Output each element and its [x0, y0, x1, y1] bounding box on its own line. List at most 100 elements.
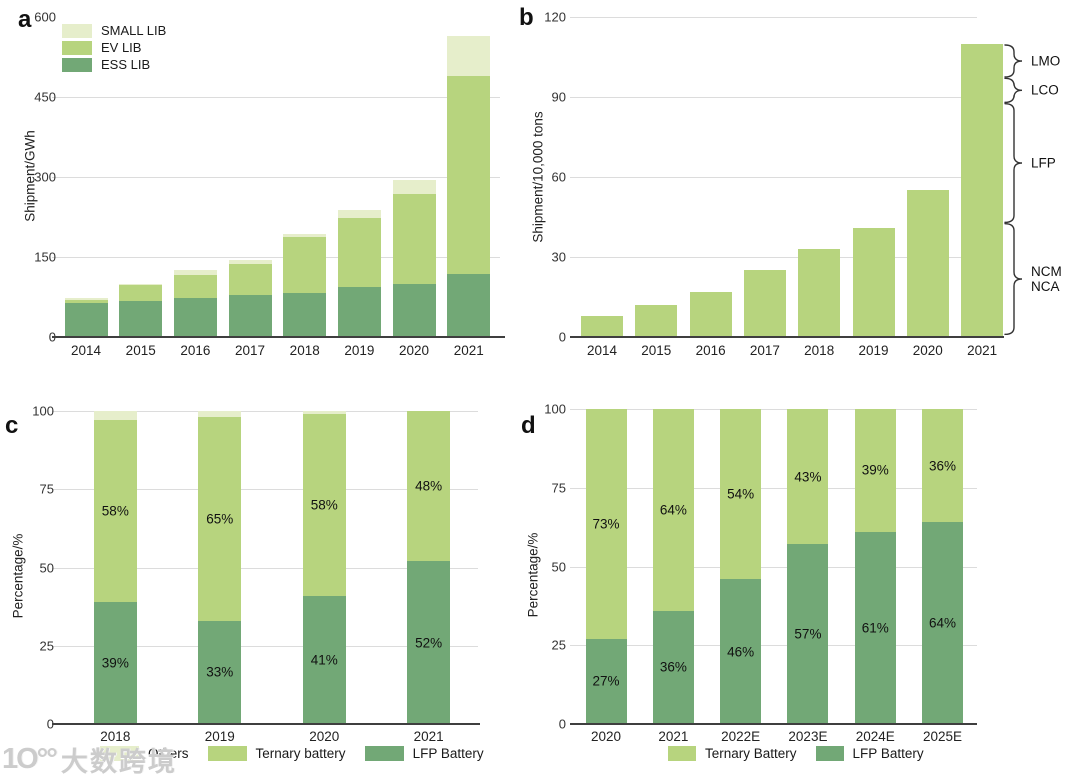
legend-label: Others — [148, 746, 189, 761]
legend-swatch — [207, 746, 247, 761]
bar-segment-total — [798, 249, 841, 337]
bar-segment-Ternary Battery — [652, 409, 694, 611]
bar-segment-ESS LIB — [283, 292, 327, 337]
y-tick-label: 60 — [551, 169, 566, 185]
bar-segment-SMALL LIB — [337, 210, 381, 218]
bar-segment-total — [743, 270, 786, 337]
x-tick-label: 2015 — [125, 343, 156, 358]
legend: SMALL LIB EV LIB ESS LIB — [62, 23, 166, 72]
bar-segment-LFP Battery — [302, 595, 346, 724]
bar-segment-LFP Battery — [720, 579, 762, 724]
legend-label: LFP Battery — [412, 746, 484, 761]
bar-segment-total — [635, 305, 678, 337]
bar-segment-ESS LIB — [64, 302, 108, 337]
panel-b-letter: b — [519, 4, 534, 31]
legend-item-ternary-battery: Ternary battery — [207, 746, 346, 761]
panel-a-letter: a — [18, 6, 32, 33]
y-tick-label: 150 — [34, 249, 56, 265]
segment-label: 41% — [310, 652, 338, 668]
bar-segment-Ternary Battery — [787, 409, 829, 545]
bar-segment-ESS LIB — [447, 273, 491, 337]
bar-segment-LFP Battery — [922, 522, 964, 724]
segment-label: 65% — [206, 511, 234, 527]
segment-label: 58% — [310, 497, 338, 513]
y-axis-label: Percentage/% — [525, 532, 541, 618]
bracket-label-lmo: LMO — [1031, 53, 1061, 69]
legend-label: ESS LIB — [101, 57, 151, 72]
bracket-lco — [1004, 77, 1023, 104]
bar-segment-Ternary Battery — [854, 409, 896, 532]
bar-segment-EV LIB — [64, 300, 108, 303]
x-tick-label: 2020 — [912, 343, 943, 358]
bar-segment-LFP Battery — [787, 544, 829, 724]
legend-swatch — [815, 746, 844, 761]
y-tick-label: 50 — [39, 560, 54, 575]
segment-label: 27% — [592, 673, 620, 689]
bar-segment-ESS LIB — [392, 284, 436, 337]
legend-item-ternary-battery: Ternary Battery — [668, 746, 797, 761]
y-tick-label: 0 — [558, 716, 566, 732]
y-axis-label: Percentage/% — [10, 533, 26, 619]
legend-swatch — [62, 57, 92, 72]
bar-segment-SMALL LIB — [119, 283, 163, 286]
x-tick-label: 2016 — [180, 343, 211, 358]
segment-label: 64% — [929, 615, 957, 631]
legend: Others Ternary battery LFP Battery — [100, 746, 494, 761]
legend-label: Ternary battery — [255, 746, 346, 761]
panel-c-letter: c — [5, 412, 19, 439]
x-tick-label: 2018 — [804, 343, 835, 358]
bar-segment-EV LIB — [173, 274, 217, 298]
x-tick-label: 2015 — [641, 343, 672, 358]
x-tick-label: 2016 — [695, 343, 726, 358]
bar-segment-LFP Battery — [854, 531, 896, 724]
y-tick-label: 120 — [544, 9, 566, 25]
bracket-label-ncm: NCM NCA — [1031, 264, 1062, 294]
bar-segment-ESS LIB — [337, 286, 381, 337]
legend: Ternary Battery LFP Battery — [668, 746, 934, 761]
bar-segment-SMALL LIB — [447, 35, 491, 76]
bar-segment-Ternary battery — [198, 417, 242, 621]
bar-segment-total — [961, 43, 1004, 337]
bar-segment-LFP Battery — [93, 601, 137, 724]
bar-segment-SMALL LIB — [64, 297, 108, 301]
gridline-d-100 — [570, 409, 977, 410]
bar-segment-LFP Battery — [585, 638, 627, 724]
bar-segment-Ternary Battery — [922, 409, 964, 523]
y-tick-label: 0 — [558, 329, 566, 345]
x-tick-label: 2018 — [100, 729, 131, 744]
legend-item-ev-lib: EV LIB — [62, 40, 166, 55]
x-tick-label: 2025E — [923, 729, 963, 744]
x-tick-label: 2019 — [858, 343, 889, 358]
gridline-b-90 — [570, 97, 977, 98]
gridline-d-25 — [570, 645, 977, 647]
segment-label: 43% — [794, 469, 822, 485]
y-axis-label: Shipment/10,000 tons — [530, 111, 546, 243]
legend-swatch — [62, 40, 92, 55]
legend-swatch — [668, 746, 696, 761]
bar-segment-ESS LIB — [173, 297, 217, 337]
y-tick-label: 90 — [551, 89, 566, 105]
x-tick-label: 2017 — [235, 343, 266, 358]
x-tick-label: 2021 — [658, 729, 689, 744]
y-tick-label: 75 — [39, 481, 54, 497]
gridline-b-120 — [570, 17, 977, 18]
legend-label: SMALL LIB — [101, 23, 167, 38]
x-axis-baseline — [570, 336, 1004, 338]
gridline-c-75 — [52, 489, 478, 491]
x-axis-baseline — [52, 723, 480, 725]
legend-item-lfp-battery: LFP Battery — [364, 746, 484, 761]
bar-segment-EV LIB — [119, 285, 163, 301]
segment-label: 57% — [794, 626, 822, 642]
bar-segment-EV LIB — [337, 217, 381, 287]
bar-segment-EV LIB — [228, 264, 272, 295]
segment-label: 64% — [659, 502, 687, 518]
y-tick-label: 0 — [46, 716, 54, 732]
x-tick-label: 2020 — [399, 343, 430, 358]
bar-segment-SMALL LIB — [392, 179, 436, 194]
bar-segment-EV LIB — [392, 193, 436, 285]
legend-item-lfp-battery: LFP Battery — [815, 746, 924, 761]
y-axis-label: Shipment/GWh — [22, 130, 38, 222]
bar-segment-total — [852, 227, 895, 337]
segment-label: 46% — [727, 644, 755, 660]
